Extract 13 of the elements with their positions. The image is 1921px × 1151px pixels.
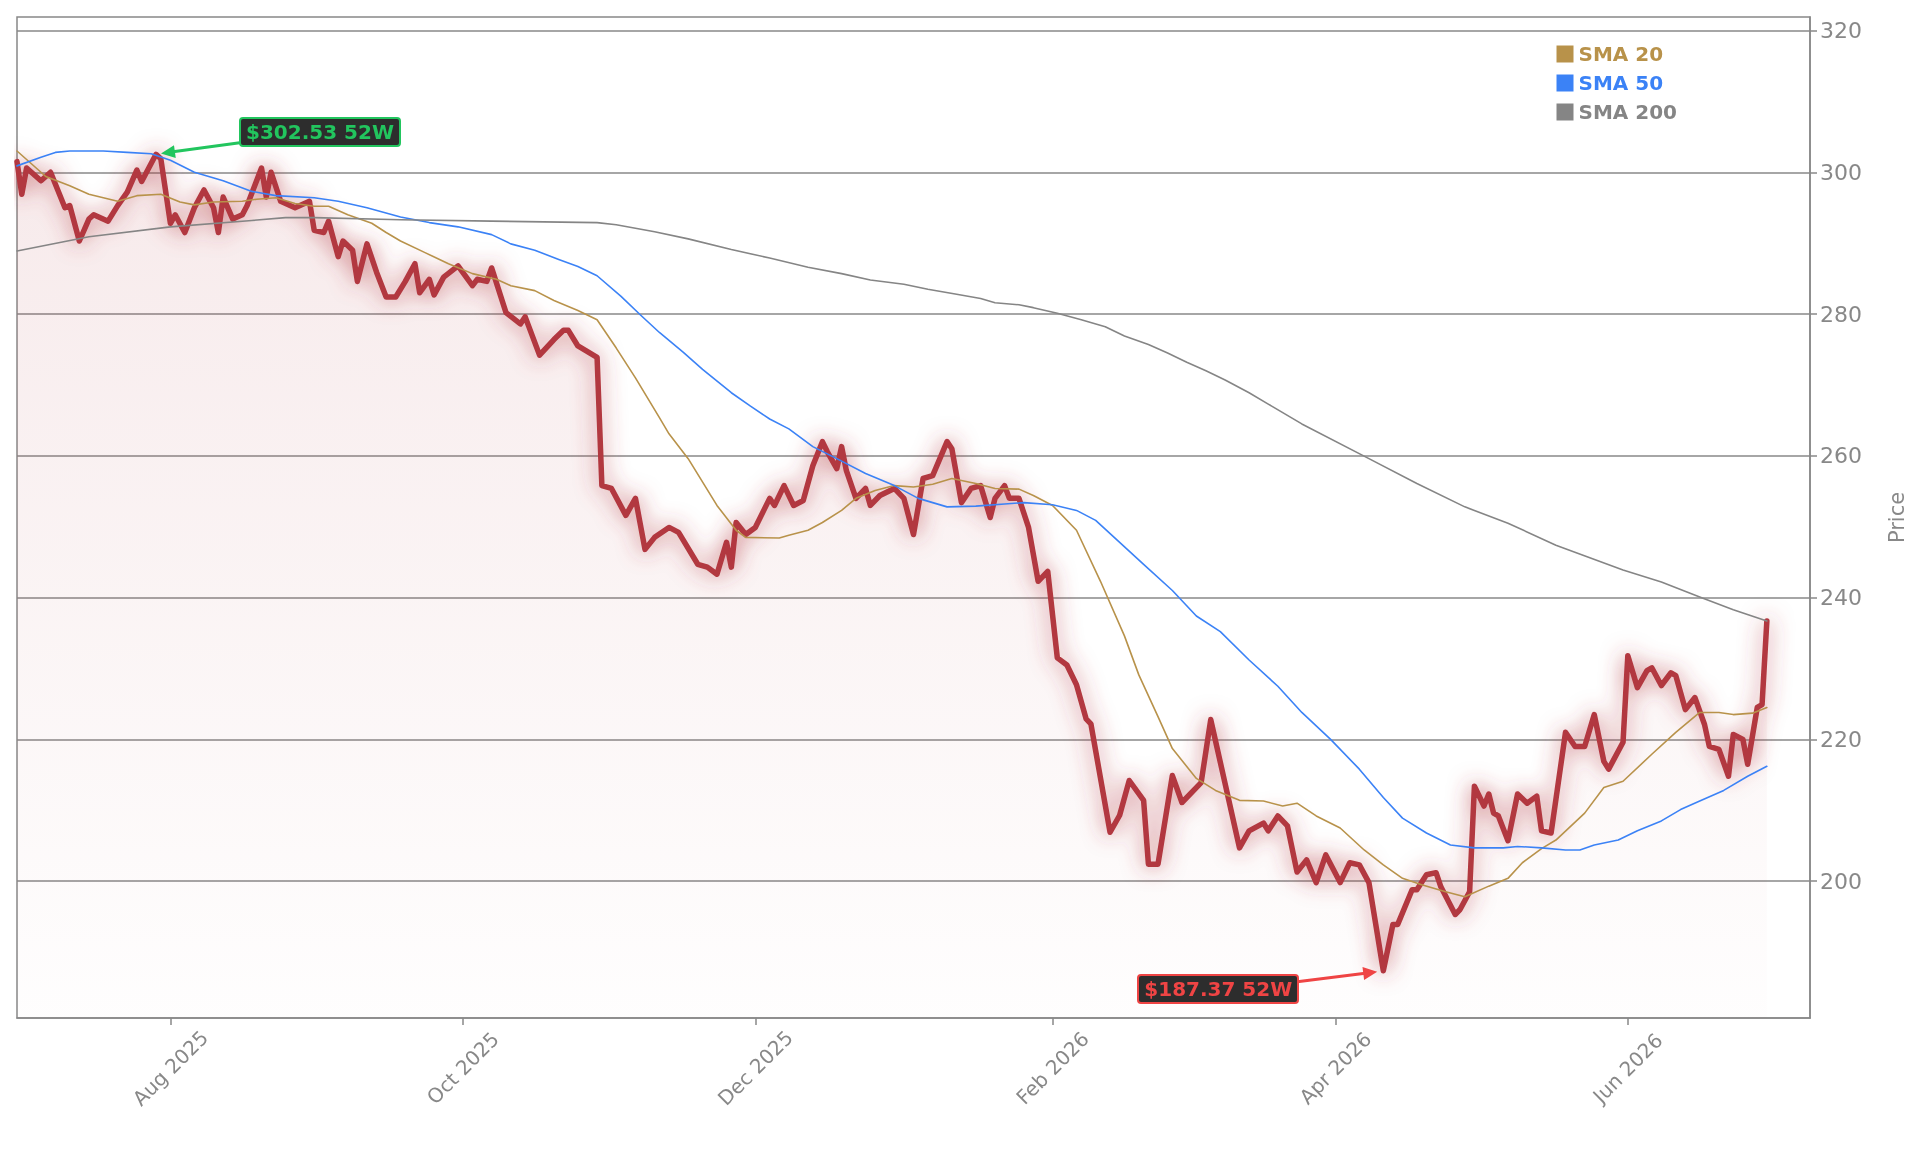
- y-tick-label: 320: [1820, 17, 1862, 43]
- y-tick-label: 300: [1820, 159, 1862, 185]
- annotation: $302.53 52W: [239, 117, 401, 148]
- y-tick-label: 240: [1820, 585, 1862, 611]
- legend-label: SMA 50: [1578, 71, 1664, 95]
- y-tick-label: 200: [1820, 868, 1862, 894]
- legend-label: SMA 200: [1578, 100, 1677, 124]
- y-axis-title: Price: [1884, 491, 1909, 544]
- y-tick-label: 280: [1820, 301, 1862, 327]
- y-tick-label: 260: [1820, 443, 1862, 469]
- legend-label: SMA 20: [1578, 42, 1664, 66]
- annotation: $187.37 52W: [1137, 973, 1300, 1004]
- y-tick-label: 220: [1820, 726, 1862, 752]
